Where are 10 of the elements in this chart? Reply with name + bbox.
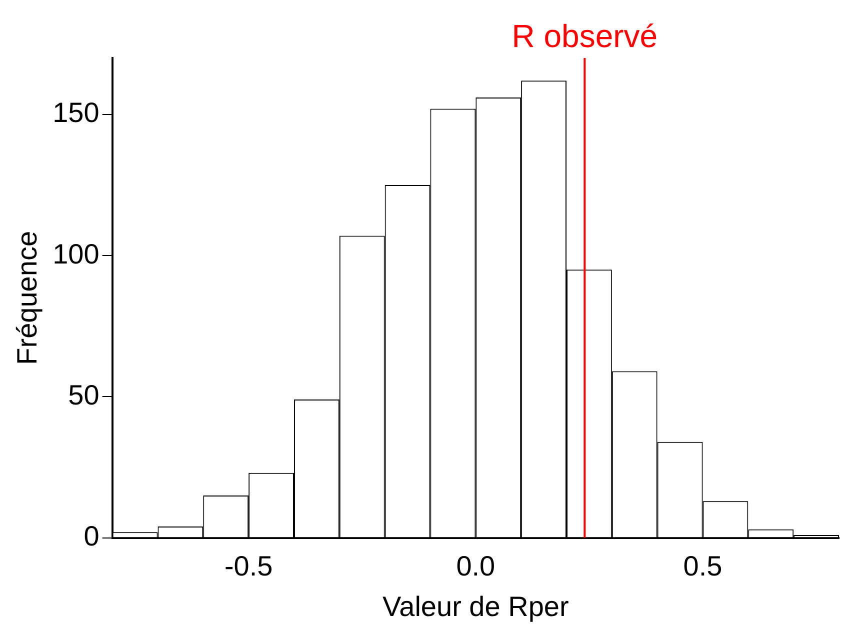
x-tick-label: 0.5 xyxy=(683,550,722,582)
ref-line-label: R observé xyxy=(512,18,658,54)
x-axis-title: Valeur de Rper xyxy=(382,590,569,622)
y-tick-label: 0 xyxy=(84,520,100,552)
y-tick-label: 50 xyxy=(68,379,100,410)
x-tick-label: 0.0 xyxy=(456,550,496,582)
y-axis-title: Fréquence xyxy=(12,230,43,365)
y-tick-label: 100 xyxy=(52,238,100,270)
x-tick-label: -0.5 xyxy=(224,550,273,582)
y-tick-label: 150 xyxy=(52,97,100,128)
